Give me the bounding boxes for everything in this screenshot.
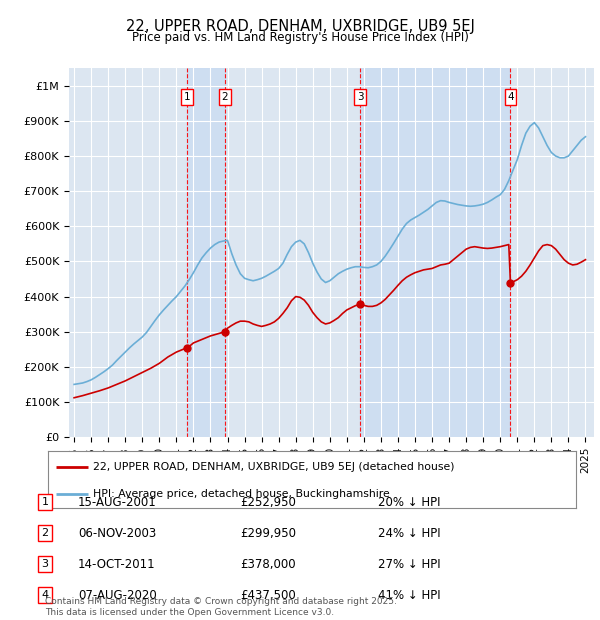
Text: 1: 1 <box>184 92 190 102</box>
Text: £378,000: £378,000 <box>240 558 296 570</box>
Text: 07-AUG-2020: 07-AUG-2020 <box>78 589 157 601</box>
Text: 41% ↓ HPI: 41% ↓ HPI <box>378 589 440 601</box>
Text: HPI: Average price, detached house, Buckinghamshire: HPI: Average price, detached house, Buck… <box>93 489 389 499</box>
Text: 3: 3 <box>357 92 364 102</box>
Text: 06-NOV-2003: 06-NOV-2003 <box>78 527 156 539</box>
Text: 22, UPPER ROAD, DENHAM, UXBRIDGE, UB9 5EJ (detached house): 22, UPPER ROAD, DENHAM, UXBRIDGE, UB9 5E… <box>93 462 454 472</box>
Bar <box>187 68 225 437</box>
Text: £252,950: £252,950 <box>240 496 296 508</box>
Text: £437,500: £437,500 <box>240 589 296 601</box>
Text: Price paid vs. HM Land Registry's House Price Index (HPI): Price paid vs. HM Land Registry's House … <box>131 31 469 44</box>
Text: 2: 2 <box>221 92 228 102</box>
Text: Contains HM Land Registry data © Crown copyright and database right 2025.
This d: Contains HM Land Registry data © Crown c… <box>45 598 397 617</box>
Text: 14-OCT-2011: 14-OCT-2011 <box>78 558 155 570</box>
Text: 1: 1 <box>41 497 49 507</box>
Text: 4: 4 <box>507 92 514 102</box>
Text: 2: 2 <box>41 528 49 538</box>
Text: 4: 4 <box>41 590 49 600</box>
Text: 3: 3 <box>41 559 49 569</box>
Text: 20% ↓ HPI: 20% ↓ HPI <box>378 496 440 508</box>
Bar <box>360 68 511 437</box>
Text: 27% ↓ HPI: 27% ↓ HPI <box>378 558 440 570</box>
Text: 22, UPPER ROAD, DENHAM, UXBRIDGE, UB9 5EJ: 22, UPPER ROAD, DENHAM, UXBRIDGE, UB9 5E… <box>125 19 475 33</box>
Text: 15-AUG-2001: 15-AUG-2001 <box>78 496 157 508</box>
Text: £299,950: £299,950 <box>240 527 296 539</box>
Text: 24% ↓ HPI: 24% ↓ HPI <box>378 527 440 539</box>
